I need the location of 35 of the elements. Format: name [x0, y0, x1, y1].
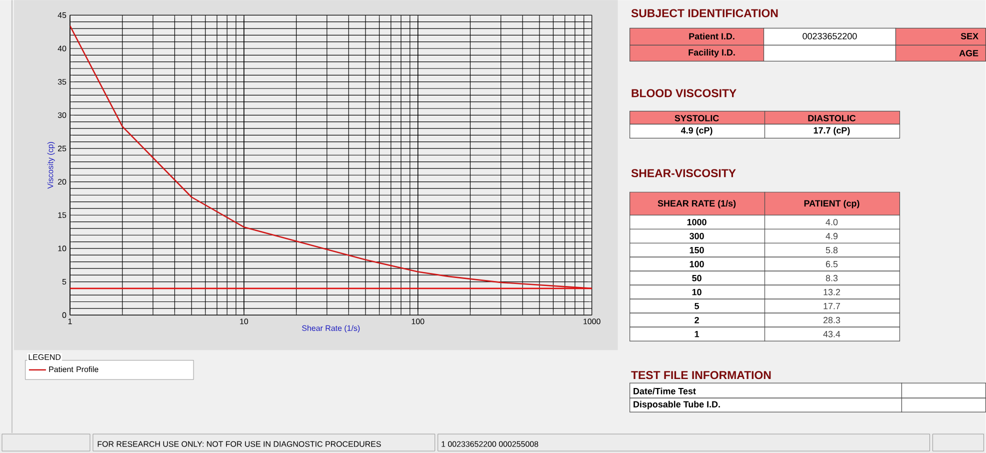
- text: AGE: [959, 50, 978, 56]
- text: 00233652200: [802, 32, 857, 40]
- text: 28.3: [823, 316, 840, 324]
- text: SUBJECT IDENTIFICATION: [631, 9, 778, 18]
- text: 1000: [687, 218, 706, 226]
- text: Facility I.D.: [688, 48, 735, 58]
- text: 5: [694, 302, 700, 310]
- text: Patient I.D.: [689, 32, 734, 40]
- text: 10: [692, 288, 702, 296]
- text: 5.8: [826, 246, 838, 254]
- text: Date/Time Test: [634, 388, 696, 394]
- text: DIASTOLIC: [808, 114, 856, 122]
- text: 300: [690, 232, 704, 240]
- text: BLOOD VISCOSITY: [632, 89, 736, 98]
- text: 150: [690, 246, 704, 254]
- text: 50: [692, 274, 702, 282]
- text: SHEAR RATE (1/s): [658, 200, 736, 208]
- text: 17.7 (cP): [814, 126, 850, 136]
- text: 4.9 (cP): [680, 126, 712, 136]
- text: TEST FILE INFORMATION: [631, 371, 771, 380]
- text: 43.4: [823, 330, 840, 338]
- text: 100: [690, 260, 704, 268]
- text: SEX: [960, 32, 978, 40]
- text: SHEAR-VISCOSITY: [631, 169, 736, 178]
- text: SYSTOLIC: [674, 114, 719, 122]
- text: 4.9: [826, 232, 838, 240]
- text: 13.2: [824, 288, 840, 296]
- text: 2: [694, 316, 699, 324]
- text: 17.7: [824, 302, 840, 310]
- text: PATIENT (cp): [804, 200, 860, 208]
- text: Disposable Tube I.D.: [634, 400, 720, 410]
- text: 6.5: [826, 260, 838, 268]
- text: 1: [694, 330, 700, 338]
- text: 8.3: [826, 274, 838, 282]
- text: 4.0: [826, 218, 838, 226]
